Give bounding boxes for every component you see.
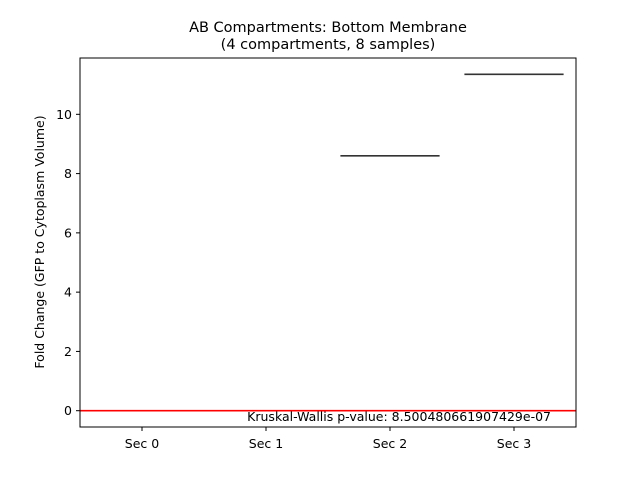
plot-area: 0 2 4 6 8 10 Sec 0 Sec 1 Sec 2 Sec 3 (56, 57, 577, 451)
chart-title-line2: (4 compartments, 8 samples) (221, 37, 436, 53)
x-tick-label-sec-3: Sec 3 (497, 436, 531, 451)
y-axis-label: Fold Change (GFP to Cytoplasm Volume) (32, 115, 47, 368)
x-tick-label-sec-1: Sec 1 (249, 436, 283, 451)
chart-title-line1: AB Compartments: Bottom Membrane (189, 20, 467, 36)
y-tick-label-10: 10 (56, 107, 72, 122)
y-tick-label-4: 4 (64, 285, 72, 300)
y-tick-label-6: 6 (64, 225, 72, 240)
y-tick-label-2: 2 (64, 344, 72, 359)
y-tick-label-0: 0 (64, 403, 72, 418)
y-tick-label-8: 8 (64, 166, 72, 181)
x-tick-label-sec-0: Sec 0 (125, 436, 159, 451)
axes-frame (79, 57, 577, 428)
x-tick-label-sec-2: Sec 2 (373, 436, 407, 451)
kruskal-wallis-annotation: Kruskal-Wallis p-value: 8.50048066190742… (247, 409, 551, 424)
